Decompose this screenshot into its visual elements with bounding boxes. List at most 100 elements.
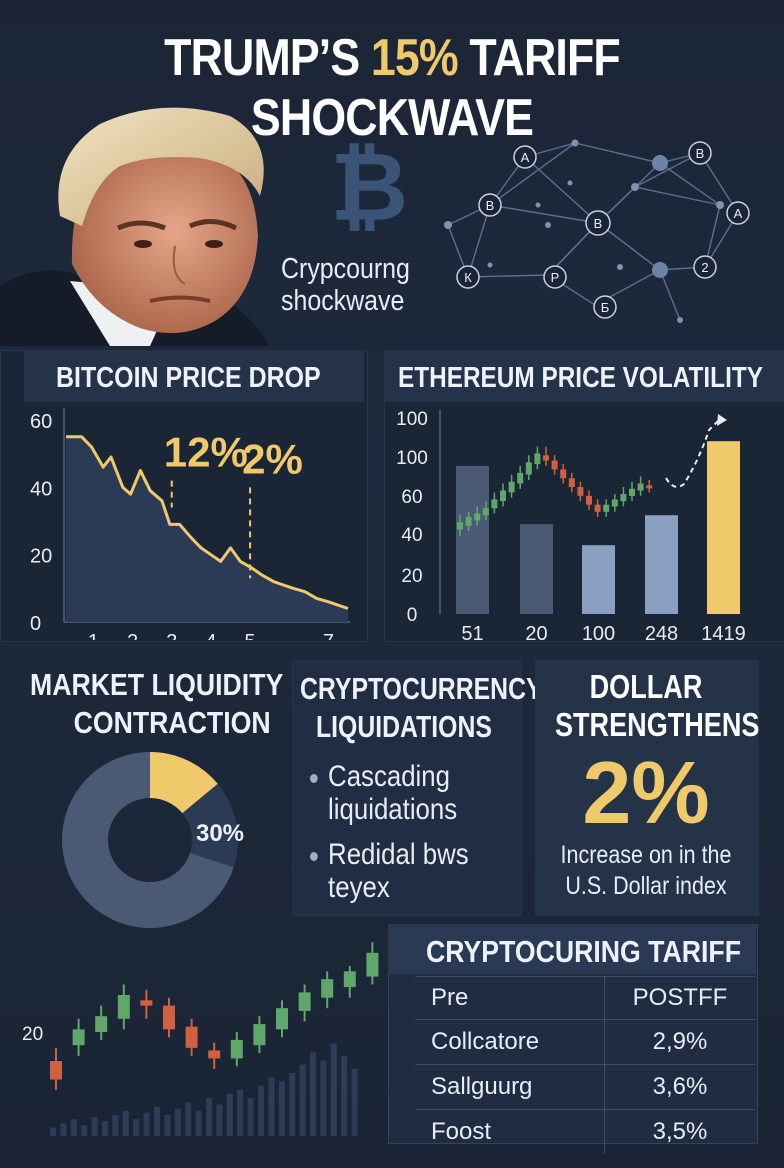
- donut-slice: [182, 783, 238, 868]
- bitcoin-panel-title: BITCOIN PRICE DROP: [56, 362, 321, 394]
- volume-bar: [185, 1102, 192, 1136]
- bitcoin-x-tick: 2: [127, 631, 138, 640]
- volume-bar: [206, 1098, 212, 1136]
- volume-bar: [226, 1094, 233, 1136]
- ethereum-candle: [577, 487, 584, 496]
- network-node-label: К: [464, 270, 472, 285]
- bottom-candle: [366, 952, 379, 977]
- network-node-label: 2: [701, 260, 708, 275]
- bullet-line-1: Redidal bws: [328, 838, 469, 871]
- bitcoin-x-tick: 3: [166, 631, 177, 640]
- ethereum-candle: [611, 499, 618, 507]
- volume-bar: [310, 1052, 316, 1136]
- liquidity-title-line-2: CONTRACTION: [73, 705, 271, 740]
- tariff-panel-title: CRYPTOCURING TARIFF: [426, 934, 741, 969]
- volume-bar: [164, 1115, 171, 1136]
- portrait-illustration: [0, 107, 270, 346]
- bottom-candle: [185, 1026, 198, 1048]
- volume-bar: [122, 1110, 129, 1136]
- tariff-row-value: 3,5%: [604, 1109, 755, 1154]
- liquidity-donut-chart: 30%: [61, 752, 244, 928]
- ethereum-candle: [482, 508, 489, 516]
- volume-bar: [102, 1121, 108, 1136]
- bottom-candle: [276, 1008, 288, 1030]
- tariff-row: Foost 3,5%: [415, 1109, 755, 1154]
- ethereum-bar: [520, 524, 553, 614]
- network-node-labels: A В B B A К P 2 Б: [464, 146, 742, 315]
- network-labeled-nodes: [456, 141, 750, 319]
- bottom-candle: [95, 1016, 108, 1032]
- ethereum-candle: [543, 455, 549, 461]
- volume-bar: [143, 1112, 150, 1136]
- tariff-row-name: Foost: [415, 1109, 605, 1154]
- bitcoin-y-tick: 60: [30, 411, 52, 433]
- dollar-desc-line-1: Increase on in the: [560, 841, 732, 869]
- ethereum-y-tick: 100: [396, 448, 428, 469]
- volume-bar: [330, 1043, 337, 1136]
- tariff-row-value: 2,9%: [604, 1019, 755, 1065]
- volume-bar: [216, 1104, 223, 1136]
- header-caption: Crypcourng shockwave: [281, 253, 410, 317]
- ethereum-chart: 0 20 40 60 100 100 51 20 100 248 1419: [396, 409, 746, 645]
- ethereum-bar: [707, 441, 740, 614]
- donut-slice: [61, 752, 234, 928]
- bottom-candle: [230, 1039, 243, 1059]
- dollar-panel-title: DOLLAR STRENGTHENS: [535, 668, 760, 744]
- volume-bar: [258, 1085, 264, 1136]
- bullet-dot-icon: [310, 773, 318, 783]
- network-small-dots: [444, 139, 724, 323]
- ethereum-candle: [603, 504, 610, 512]
- ethereum-bar: [582, 545, 615, 614]
- bottom-candle: [117, 995, 130, 1019]
- dollar-description: Increase on in the U.S. Dollar index: [535, 840, 757, 902]
- bitcoin-y-tick: 20: [30, 546, 52, 568]
- title-part-1: TRUMP’S: [164, 29, 371, 87]
- volume-bar: [341, 1056, 348, 1136]
- ethereum-x-tick: 248: [645, 623, 678, 645]
- volume-bar: [112, 1115, 119, 1136]
- volume-bar: [247, 1098, 254, 1136]
- tariff-row-value: 3,6%: [604, 1064, 755, 1110]
- volume-bar: [237, 1089, 244, 1136]
- ethereum-y-tick: 100: [396, 409, 428, 430]
- bottom-candle: [208, 1050, 221, 1059]
- ethereum-candle: [568, 478, 575, 487]
- tariff-header-cell: POSTFF: [604, 976, 755, 1020]
- network-node-label: В: [696, 146, 705, 161]
- network-node-label: B: [594, 216, 603, 231]
- bullet-line-2: liquidations: [328, 793, 458, 826]
- ethereum-candle: [465, 517, 472, 526]
- bitcoin-y-tick: 0: [30, 613, 41, 635]
- bottom-candle: [298, 992, 311, 1011]
- bottom-candle: [321, 979, 334, 998]
- ethereum-x-tick: 1419: [701, 623, 746, 645]
- liquidations-bullet: Redidal bws teyex: [310, 838, 469, 904]
- ethereum-candle: [646, 485, 653, 489]
- ethereum-candle: [594, 504, 601, 512]
- dollar-big-value: 2%: [582, 743, 710, 842]
- dollar-desc-line-2: U.S. Dollar index: [565, 872, 727, 900]
- bottom-candle: [163, 1005, 175, 1030]
- network-node-label: Б: [601, 300, 610, 315]
- bullet-line-1: Cascading: [328, 760, 450, 793]
- ethereum-candle: [629, 488, 635, 496]
- caption-line-2: shockwave: [281, 285, 405, 317]
- bitcoin-annotation-12pct: 12%: [164, 429, 248, 476]
- liquidations-title-line-1: CRYPTOCURRENCY: [300, 671, 543, 706]
- ethereum-panel-title: ETHEREUM PRICE VOLATILITY: [398, 362, 763, 394]
- network-node-label: A: [521, 150, 530, 165]
- donut-slice: [150, 752, 218, 814]
- volume-bar: [289, 1073, 296, 1136]
- tariff-row: Collcatore 2,9%: [415, 1019, 755, 1065]
- dollar-title-line-2: STRENGTHENS: [554, 706, 760, 743]
- volume-bar: [154, 1106, 160, 1136]
- ethereum-candle: [586, 495, 592, 505]
- ethereum-bar: [645, 515, 678, 614]
- volume-bar: [91, 1117, 98, 1136]
- ethereum-candle: [525, 462, 532, 475]
- volume-bar: [50, 1127, 56, 1136]
- network-graph: A В B B A К P 2 Б: [444, 139, 750, 323]
- page-title: TRUMP’S 15% TARIFF SHOCKWAVE: [55, 28, 729, 148]
- liquidity-panel-title: MARKET LIQUIDITY CONTRACTION: [30, 666, 283, 742]
- ethereum-x-tick: 51: [461, 623, 483, 645]
